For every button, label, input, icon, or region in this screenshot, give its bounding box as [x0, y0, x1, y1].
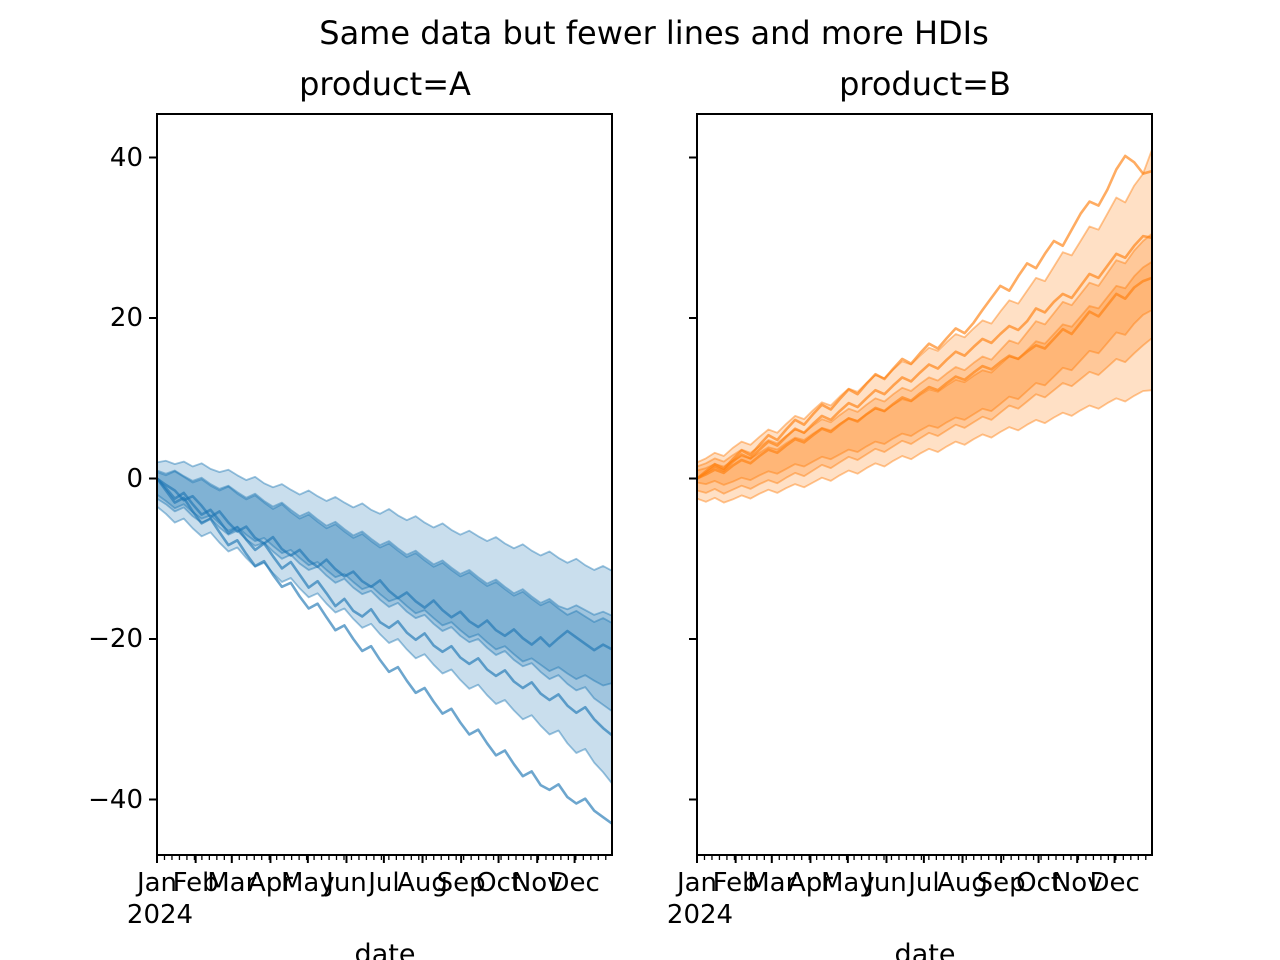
y-tick-label: 0	[126, 463, 143, 494]
y-tick-label: −20	[88, 624, 143, 654]
subplot-a-xaxis-label: date	[354, 939, 416, 960]
x-axis-year-label: 2024	[126, 900, 194, 930]
data-layer	[157, 459, 612, 825]
x-tick-label: Jun	[326, 868, 367, 898]
data-layer	[697, 148, 1152, 504]
sample-line	[157, 477, 612, 825]
x-tick-label: Apr	[247, 868, 293, 898]
x-tick-label: Apr	[787, 868, 833, 898]
x-tick-label: Aug	[937, 868, 988, 898]
sample-line	[157, 477, 612, 737]
x-tick-label: Oct	[1016, 868, 1062, 898]
hdi-band	[157, 469, 612, 785]
subplot-b-canvas	[689, 113, 1153, 863]
x-axis-year-label: 2024	[666, 900, 734, 930]
y-tick-label: 20	[109, 303, 143, 333]
x-tick-label: Dec	[549, 868, 600, 898]
y-tick-label: 40	[109, 142, 143, 173]
sample-line	[697, 154, 1152, 480]
x-tick-label: Jan	[136, 868, 178, 898]
subplot-a-canvas	[149, 113, 613, 863]
sample-line	[697, 276, 1152, 480]
x-tick-label: Jun	[866, 868, 907, 898]
x-tick-label: Jul	[368, 868, 400, 898]
x-tick-label: Jul	[908, 868, 940, 898]
subplot-b-title: product=B	[839, 65, 1011, 103]
hdi-band	[697, 232, 1152, 495]
x-tick-label: Aug	[397, 868, 448, 898]
x-tick-label: Mar	[207, 868, 257, 898]
x-tick-label: Sep	[976, 868, 1026, 898]
x-tick-label: Feb	[172, 868, 219, 898]
subplot-b-xaxis-label: date	[894, 939, 956, 960]
sample-line	[157, 477, 612, 652]
x-tick-label: Sep	[436, 868, 486, 898]
x-tick-label: May	[820, 868, 875, 898]
x-tick-label: Nov	[511, 868, 563, 898]
x-tick-label: Dec	[1089, 868, 1140, 898]
figure-suptitle: Same data but fewer lines and more HDIs	[319, 14, 989, 52]
x-tick-label: May	[280, 868, 335, 898]
x-tick-label: Oct	[476, 868, 522, 898]
x-tick-label: Nov	[1051, 868, 1103, 898]
sample-line	[697, 234, 1152, 480]
x-tick-label: Mar	[747, 868, 797, 898]
subplot-a-title: product=A	[299, 65, 471, 103]
x-tick-label: Jan	[676, 868, 718, 898]
y-tick-label: −40	[88, 784, 143, 815]
x-tick-label: Feb	[712, 868, 759, 898]
